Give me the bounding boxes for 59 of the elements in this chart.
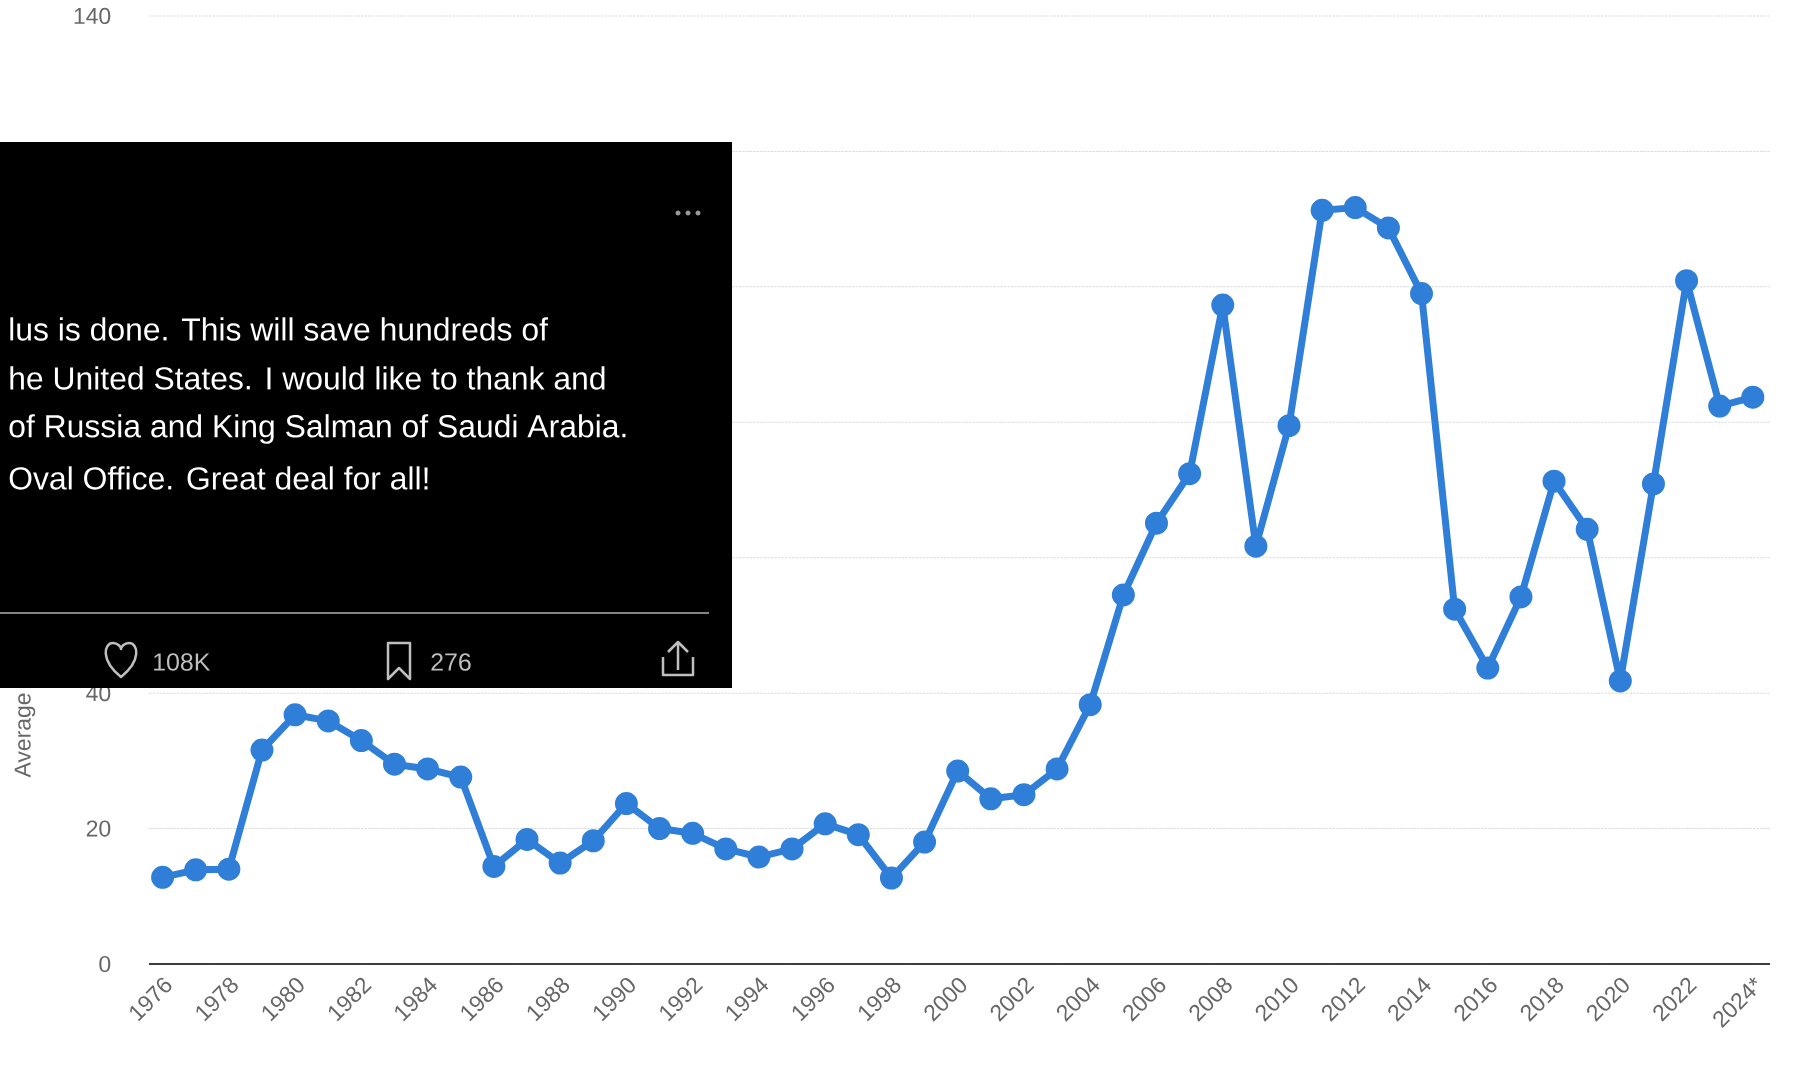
point — [1443, 597, 1467, 621]
point — [1244, 534, 1268, 558]
point — [1111, 583, 1135, 607]
point — [879, 866, 903, 890]
point — [780, 837, 804, 861]
y-tick-label: 20 — [86, 820, 111, 837]
point — [1045, 757, 1069, 781]
point — [1144, 511, 1168, 535]
point — [913, 830, 937, 854]
point — [416, 757, 440, 781]
point — [1575, 517, 1599, 541]
y-tick-label: 140 — [74, 7, 111, 25]
point — [449, 765, 473, 789]
y-axis-title: Average — [14, 693, 36, 778]
point — [1410, 282, 1434, 306]
point — [1277, 414, 1301, 438]
point — [1608, 669, 1632, 693]
point — [482, 854, 506, 878]
point — [515, 827, 539, 851]
point — [151, 865, 175, 889]
point — [1078, 693, 1102, 717]
point — [1741, 385, 1765, 409]
point — [614, 792, 638, 816]
point — [979, 787, 1003, 811]
point — [1343, 196, 1367, 220]
point — [714, 837, 738, 861]
point — [681, 821, 705, 845]
point — [846, 823, 870, 847]
point — [1376, 216, 1400, 240]
point — [316, 709, 340, 733]
point — [349, 729, 373, 753]
annotation: he United States. I would like to thank and — [10, 366, 605, 390]
point — [1178, 462, 1202, 486]
point — [1641, 472, 1665, 496]
annotation: Oval Office. Great deal for all! — [9, 466, 428, 490]
point — [1211, 293, 1235, 317]
point — [813, 812, 837, 836]
point — [283, 703, 307, 727]
annotation: of Russia and King Salman of Saudi Arabia. — [9, 414, 626, 444]
point — [1476, 656, 1500, 680]
annotation: 108K — [154, 653, 211, 671]
point — [1675, 269, 1699, 293]
y-tick-label: 0 — [99, 955, 111, 973]
point — [946, 759, 970, 783]
point — [581, 829, 605, 853]
point — [1310, 198, 1334, 222]
point — [184, 858, 208, 882]
point — [1708, 394, 1732, 418]
point — [217, 857, 241, 881]
point — [648, 817, 672, 841]
annotation: lus is done. This will save hundreds of — [10, 317, 549, 341]
point — [250, 738, 274, 762]
point — [1542, 469, 1566, 493]
point — [1509, 585, 1533, 609]
point — [747, 845, 771, 869]
point — [383, 752, 406, 776]
annotation: 276 — [431, 653, 471, 671]
point — [1012, 783, 1036, 807]
point — [548, 851, 572, 875]
